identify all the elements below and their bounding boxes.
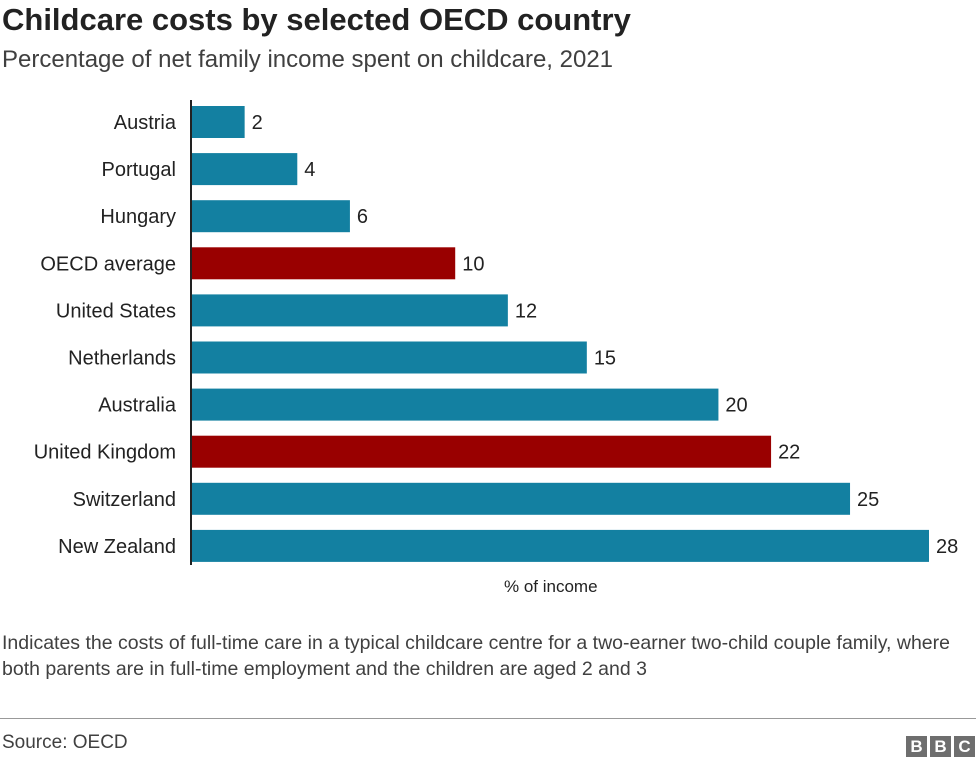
source-text: Source: OECD <box>2 732 128 753</box>
bar <box>192 153 298 186</box>
bar-chart: Austria 2 Portugal 4 Hungary 6 OECD average 10 U… <box>34 100 958 565</box>
bar <box>192 106 245 138</box>
bar <box>192 294 508 327</box>
bar <box>192 341 587 374</box>
bar <box>192 435 772 468</box>
bar <box>192 482 851 515</box>
bbc-logo: B B C <box>906 736 975 757</box>
y-tick-label: Australia <box>98 395 177 417</box>
data-label: 28 <box>936 536 958 558</box>
y-tick-label: United Kingdom <box>34 442 176 464</box>
y-tick-label: Austria <box>114 112 177 134</box>
data-label: 12 <box>515 300 537 322</box>
data-label: 10 <box>462 253 484 275</box>
bar <box>192 388 719 421</box>
y-tick-label: Netherlands <box>68 348 176 370</box>
x-axis-label: % of income <box>504 577 598 596</box>
y-tick-label: United States <box>56 300 176 322</box>
divider <box>0 718 976 719</box>
y-tick-label: Hungary <box>100 206 176 228</box>
bar <box>192 200 350 233</box>
y-tick-label: OECD average <box>40 253 176 275</box>
data-label: 6 <box>357 206 368 228</box>
y-tick-label: Portugal <box>102 159 177 181</box>
data-label: 4 <box>304 159 315 181</box>
bar <box>192 247 456 280</box>
data-label: 15 <box>594 348 616 370</box>
logo-letter: B <box>906 736 927 757</box>
bar <box>192 529 929 562</box>
y-tick-label: New Zealand <box>58 536 176 558</box>
data-label: 25 <box>857 489 879 511</box>
data-label: 20 <box>725 395 747 417</box>
chart-title: Childcare costs by selected OECD country <box>2 2 631 37</box>
chart-subtitle: Percentage of net family income spent on… <box>2 46 614 73</box>
logo-letter: C <box>954 736 975 757</box>
data-label: 2 <box>252 112 263 134</box>
data-label: 22 <box>778 442 800 464</box>
y-tick-label: Switzerland <box>73 489 176 511</box>
footnote: Indicates the costs of full-time care in… <box>2 632 950 680</box>
logo-letter: B <box>930 736 951 757</box>
